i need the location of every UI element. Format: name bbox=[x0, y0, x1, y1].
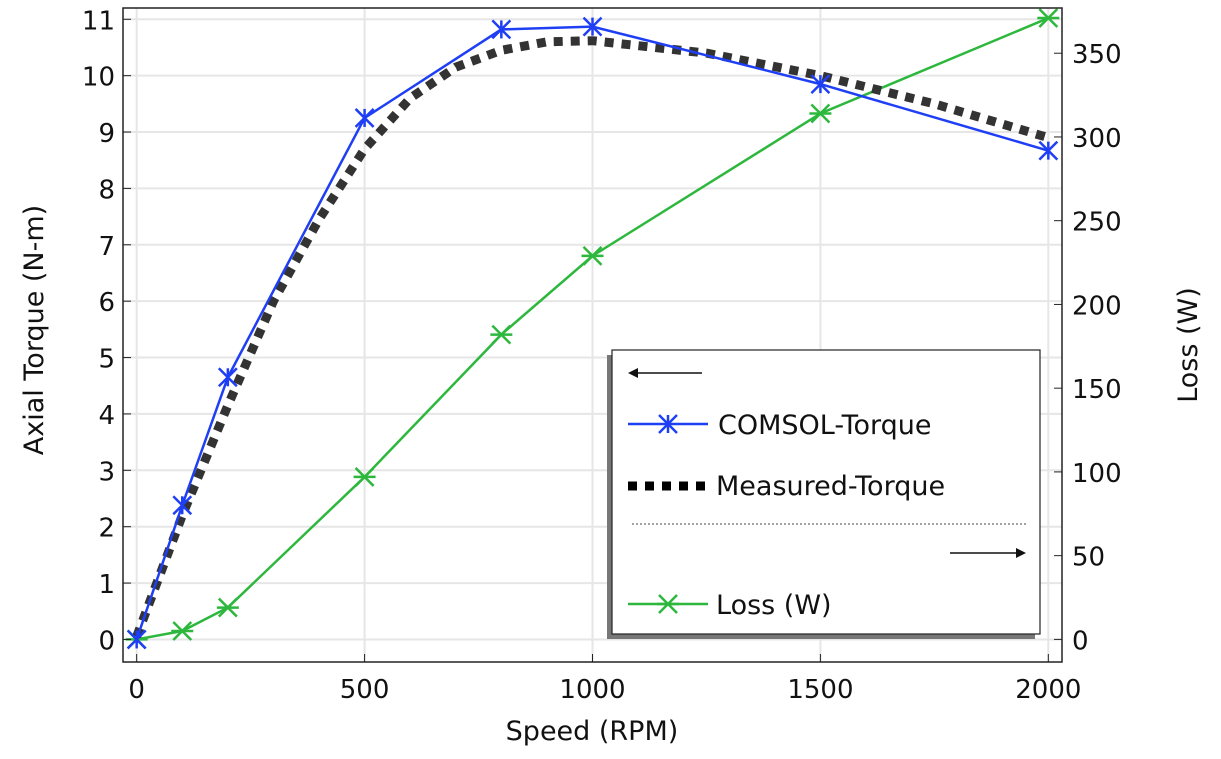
y-tick-label: 2 bbox=[98, 514, 115, 544]
y-tick-label: 1 bbox=[98, 570, 115, 600]
data-point bbox=[809, 103, 832, 124]
data-point bbox=[810, 74, 831, 94]
data-point bbox=[581, 245, 604, 266]
series-line-loss-w- bbox=[136, 16, 1049, 641]
data-point bbox=[217, 367, 238, 388]
y2-tick-label: 250 bbox=[1072, 208, 1122, 238]
data-point bbox=[491, 19, 512, 40]
x-marker-icon bbox=[658, 414, 678, 434]
x-tick-label: 1500 bbox=[787, 675, 853, 705]
x-tick-label: 0 bbox=[128, 675, 145, 705]
series-line-measured-torque bbox=[132, 36, 1050, 639]
x-axis-label: Speed (RPM) bbox=[506, 716, 679, 747]
y2-tick-label: 50 bbox=[1072, 543, 1105, 573]
data-point bbox=[1037, 8, 1060, 28]
data-point bbox=[126, 629, 147, 650]
series-line-comsol-torque bbox=[135, 25, 1049, 640]
data-point bbox=[353, 467, 376, 487]
data-point bbox=[171, 621, 194, 641]
data-point bbox=[172, 495, 193, 516]
series-layer bbox=[125, 8, 1060, 650]
data-point bbox=[216, 597, 239, 618]
legend-comsol-marker bbox=[658, 414, 678, 434]
y2-tick-label: 350 bbox=[1072, 40, 1122, 70]
y2-tick-label: 100 bbox=[1072, 459, 1122, 489]
y2-tick-label: 0 bbox=[1072, 626, 1089, 656]
y2-tick-label: 200 bbox=[1072, 291, 1122, 321]
data-point bbox=[1038, 140, 1059, 161]
y2-tick-label: 300 bbox=[1072, 124, 1122, 154]
ticks: 0 500 1000 1500 2000 0 1 2 3 4 5 6 7 8 9 10 11 0 50 100 150 2… bbox=[82, 6, 1122, 705]
legend-measured-label: Measured-Torque bbox=[716, 471, 945, 502]
x-tick-label: 500 bbox=[340, 675, 390, 705]
y-axis-label: Axial Torque (N-m) bbox=[19, 205, 50, 455]
asterisk-marker-icon bbox=[657, 594, 679, 614]
data-point bbox=[490, 324, 513, 345]
x-tick-label: 1000 bbox=[559, 675, 625, 705]
y2-tick-label: 150 bbox=[1072, 375, 1122, 405]
y-tick-label: 3 bbox=[98, 457, 115, 487]
y-tick-label: 10 bbox=[82, 63, 115, 93]
legend-loss-marker bbox=[657, 594, 679, 614]
y-tick-label: 8 bbox=[98, 175, 115, 205]
data-point bbox=[354, 108, 375, 128]
legend-loss-label: Loss (W) bbox=[716, 590, 832, 621]
y-tick-label: 4 bbox=[98, 401, 115, 431]
y-tick-label: 11 bbox=[82, 6, 115, 36]
legend-box bbox=[611, 349, 1041, 635]
x-tick-label: 2000 bbox=[1015, 675, 1081, 705]
y-tick-label: 0 bbox=[98, 626, 115, 656]
y-tick-label: 6 bbox=[98, 288, 115, 318]
legend-comsol-label: COMSOL-Torque bbox=[718, 410, 932, 441]
data-point bbox=[582, 16, 603, 37]
y-tick-label: 9 bbox=[98, 119, 115, 149]
y-tick-label: 5 bbox=[98, 345, 115, 375]
legend: ← COMSOL-Torque Measured-Torque → Loss (… bbox=[607, 349, 1041, 639]
y-tick-label: 7 bbox=[98, 232, 115, 262]
y2-axis-label: Loss (W) bbox=[1173, 287, 1204, 403]
